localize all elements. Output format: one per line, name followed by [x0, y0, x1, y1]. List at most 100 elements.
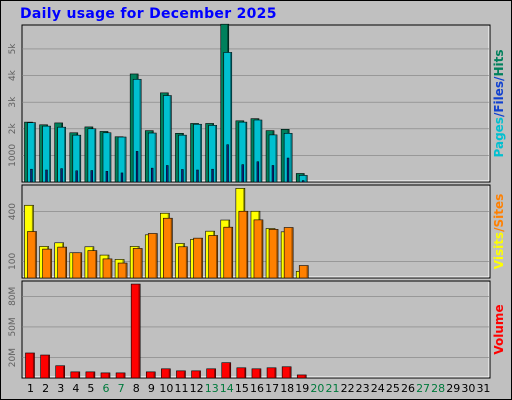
bar-sites-shade [34, 232, 37, 278]
bar-volume [236, 367, 247, 379]
bar-files-shade [199, 124, 202, 182]
bar-sites-shade [110, 259, 112, 278]
x-tick-label: 13 [205, 382, 219, 395]
bar-sites-shade [246, 211, 248, 278]
bar-files-shade [230, 52, 232, 182]
bar-volume-shade [214, 369, 216, 378]
y-tick-label: 1000 [8, 144, 18, 167]
y-tick-label: 100 [8, 253, 18, 270]
x-tick-label: 20 [310, 382, 324, 395]
bar-sites [208, 235, 218, 279]
x-tick-label: 6 [103, 382, 110, 395]
bar-files-shade [124, 137, 126, 182]
bar-files-shade [154, 133, 156, 182]
x-tick-label: 9 [148, 382, 155, 395]
legend--text: / [492, 227, 506, 232]
bar-pages-shade [30, 169, 32, 182]
bar-files-shade [48, 126, 51, 182]
bar-sites [72, 252, 83, 279]
x-tick-label: 22 [341, 382, 355, 395]
legend-visits-text: Visits [492, 232, 506, 269]
y-tick-label: 3k [8, 96, 18, 108]
x-tick-label: 24 [371, 382, 385, 395]
x-tick-label: 3 [57, 382, 64, 395]
bar-volume-shade [244, 368, 246, 378]
bar-sites-shade [261, 220, 263, 278]
bar-volume [130, 283, 141, 379]
bar-volume [115, 372, 126, 379]
bar-volume [161, 368, 171, 379]
x-tick-label: 28 [431, 382, 445, 395]
bar-volume [206, 368, 216, 379]
x-tick-label: 30 [461, 382, 475, 395]
x-tick-label: 12 [190, 382, 204, 395]
bar-volume [40, 354, 50, 379]
bar-sites-shade [95, 251, 97, 278]
bar-sites-shade [216, 235, 218, 278]
x-tick-label: 27 [416, 382, 430, 395]
bar-pages-shade [166, 166, 168, 182]
bar-sites-shade [185, 247, 188, 278]
bar-volume [281, 366, 292, 379]
y-tick-label: 50M [8, 317, 18, 336]
bar-volume-shade [78, 372, 80, 378]
legend-sites-text: Sites [492, 194, 506, 228]
bar-volume-shade [93, 372, 95, 378]
x-tick-label: 21 [325, 382, 339, 395]
bar-files-shade [33, 123, 36, 182]
bar-volume [176, 370, 186, 379]
bar-sites-shade [80, 253, 82, 278]
bar-pages-shade [196, 170, 198, 182]
legend-files-text: Files [492, 81, 506, 113]
x-tick-label: 7 [118, 382, 125, 395]
x-tick-label: 18 [280, 382, 294, 395]
bar-pages-shade [272, 166, 274, 182]
bar-pages-shade [181, 169, 183, 182]
bar-pages-shade [257, 162, 259, 182]
bar-files-shade [139, 79, 141, 182]
bar-pages-shade [75, 171, 78, 182]
bar-sites-shade [276, 229, 278, 278]
bar-sites [193, 237, 203, 279]
bar-volume-shade [229, 363, 231, 378]
bar-sites [238, 210, 249, 279]
bar-volume-shade [153, 372, 155, 378]
bar-files-shade [79, 135, 81, 182]
bar-volume [296, 374, 307, 379]
bar-sites [27, 231, 37, 279]
bar-files-shade [184, 135, 187, 182]
bar-sites [57, 246, 67, 279]
x-tick-label: 16 [250, 382, 264, 395]
x-tick-label: 2 [42, 382, 49, 395]
bar-volume [251, 368, 262, 379]
bar-pages-shade [45, 170, 47, 182]
x-tick-label: 23 [356, 382, 370, 395]
legend-volume-text: Volume [492, 304, 506, 354]
x-tick-label: 15 [235, 382, 249, 395]
x-tick-label: 19 [295, 382, 309, 395]
bar-volume [266, 367, 277, 379]
x-tick-label: 26 [401, 382, 415, 395]
bar-volume [55, 365, 65, 379]
x-tick-label: 17 [265, 382, 279, 395]
bar-files-shade [275, 135, 277, 182]
bar-volume-shade [183, 371, 186, 378]
x-tick-label: 25 [386, 382, 400, 395]
bar-sites [147, 233, 158, 279]
bar-volume-shade [123, 373, 125, 378]
bar-volume-shade [274, 368, 276, 378]
bar-sites-shade [170, 218, 172, 278]
bar-volume-shade [63, 366, 65, 378]
bar-pages-shade [136, 151, 138, 182]
y-tick-label: 20M [8, 348, 18, 367]
bar-sites [283, 227, 294, 279]
bar-volume [70, 371, 81, 379]
bar-volume [85, 371, 96, 379]
y-tick-label: 400 [8, 203, 18, 220]
bar-sites [87, 250, 98, 279]
bar-sites-shade [125, 263, 127, 278]
chart-title: Daily usage for December 2025 [20, 6, 277, 22]
x-tick-label: 1 [27, 382, 34, 395]
y-tick-label: 80M [8, 287, 18, 306]
bar-volume [145, 371, 156, 379]
